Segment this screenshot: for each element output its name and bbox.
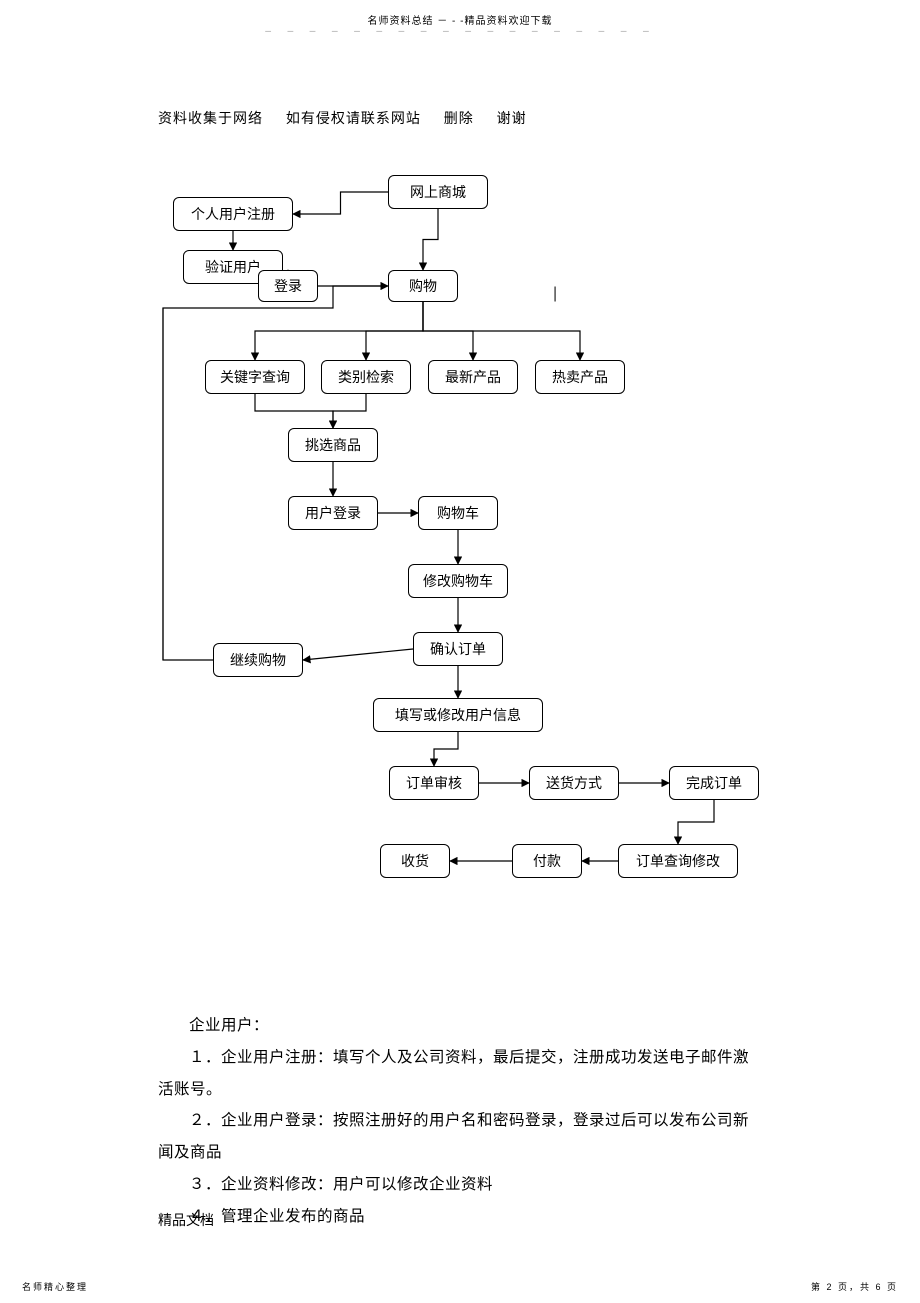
- node-login: 登录: [258, 270, 318, 302]
- para-2: ２．企业用户登录：按照注册好的用户名和密码登录，登录过后可以发布公司新闻及商品: [158, 1105, 753, 1169]
- source-b: 如有侵权请联系网站: [286, 110, 421, 126]
- node-receive: 收货: [380, 844, 450, 878]
- node-mall: 网上商城: [388, 175, 488, 209]
- text-cursor: |: [553, 285, 557, 303]
- heading-enterprise: 企业用户：: [158, 1010, 753, 1042]
- node-modcart: 修改购物车: [408, 564, 508, 598]
- node-cat: 类别检索: [321, 360, 411, 394]
- node-confirm: 确认订单: [413, 632, 503, 666]
- page-header-dots: － － － － － － － － － － － － － － － － － －: [0, 26, 920, 37]
- node-pay: 付款: [512, 844, 582, 878]
- footer-left: 名师精心整理: [22, 1280, 88, 1293]
- node-audit: 订单审核: [389, 766, 479, 800]
- body-text: 企业用户： １．企业用户注册：填写个人及公司资料，最后提交，注册成功发送电子邮件…: [158, 1010, 753, 1232]
- node-register: 个人用户注册: [173, 197, 293, 231]
- source-c: 删除: [444, 110, 474, 126]
- source-d: 谢谢: [497, 110, 527, 126]
- node-cart: 购物车: [418, 496, 498, 530]
- footer-right: 第 2 页，共 6 页: [811, 1280, 898, 1293]
- node-ulogin: 用户登录: [288, 496, 378, 530]
- node-hot: 热卖产品: [535, 360, 625, 394]
- node-done: 完成订单: [669, 766, 759, 800]
- para-3: ３．企业资料修改：用户可以修改企业资料: [158, 1169, 753, 1201]
- node-ship: 送货方式: [529, 766, 619, 800]
- node-cont: 继续购物: [213, 643, 303, 677]
- para-4: ４．管理企业发布的商品: [158, 1201, 753, 1233]
- flowchart: 网上商城个人用户注册验证用户登录购物关键字查询类别检索最新产品热卖产品挑选商品用…: [158, 165, 778, 895]
- footer-doc-label: 精品文档: [158, 1210, 214, 1230]
- node-pick: 挑选商品: [288, 428, 378, 462]
- node-kw: 关键字查询: [205, 360, 305, 394]
- para-1: １．企业用户注册：填写个人及公司资料，最后提交，注册成功发送电子邮件激活账号。: [158, 1042, 753, 1106]
- page-header: 名师资料总结 － - -精品资料欢迎下载: [0, 12, 920, 27]
- node-new: 最新产品: [428, 360, 518, 394]
- source-a: 资料收集于网络: [158, 110, 263, 126]
- node-query: 订单查询修改: [618, 844, 738, 878]
- node-fill: 填写或修改用户信息: [373, 698, 543, 732]
- node-shop: 购物: [388, 270, 458, 302]
- source-line: 资料收集于网络 如有侵权请联系网站 删除 谢谢: [158, 108, 545, 128]
